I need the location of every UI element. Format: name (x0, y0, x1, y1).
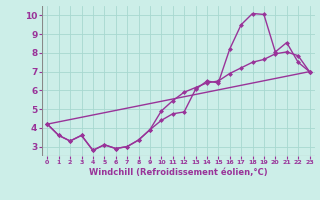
X-axis label: Windchill (Refroidissement éolien,°C): Windchill (Refroidissement éolien,°C) (89, 168, 268, 177)
